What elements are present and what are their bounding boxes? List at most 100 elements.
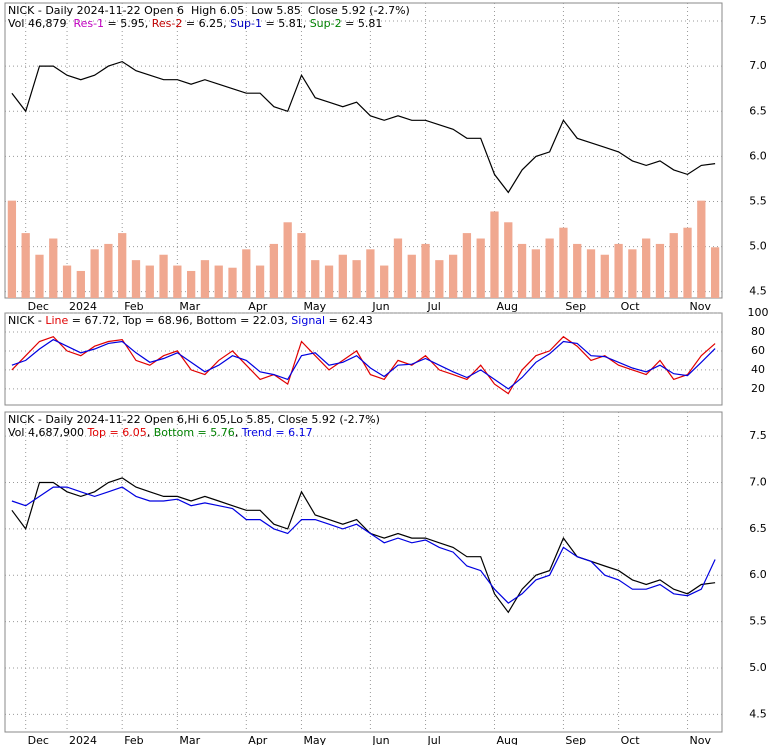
y-tick-label: 7.0 — [749, 475, 767, 488]
x-tick-label: Aug — [496, 300, 517, 313]
volume-bar — [338, 254, 347, 298]
header-segment: Bottom = 5.76 — [154, 426, 235, 439]
x-tick-label: Mar — [179, 300, 200, 313]
volume-bar — [600, 254, 609, 298]
header-segment: = 5.95, — [104, 17, 152, 30]
y-tick-label: 7.5 — [749, 429, 767, 442]
volume-bar — [21, 233, 30, 298]
volume-bar — [200, 260, 210, 298]
volume-bar — [448, 254, 458, 298]
x-tick-label: Jun — [371, 300, 389, 313]
volume-bar — [393, 238, 403, 298]
y-tick-label: 7.5 — [749, 14, 767, 27]
x-tick-label: Jul — [427, 734, 441, 745]
header-segment: = 5.81, — [262, 17, 310, 30]
volume-bar — [173, 265, 182, 298]
volume-bar — [545, 238, 554, 298]
x-tick-label: Apr — [248, 300, 268, 313]
y-tick-label: 80 — [751, 325, 765, 338]
x-tick-label: Mar — [179, 734, 200, 745]
header-segment: Vol 46,879 — [8, 17, 73, 30]
y-tick-label: 4.5 — [749, 707, 767, 720]
series-line — [11, 477, 716, 614]
header-segment: = 5.81 — [342, 17, 383, 30]
header-text: Vol 4,687,900 Top = 6.05, Bottom = 5.76,… — [8, 426, 313, 439]
y-tick-label: 5.5 — [749, 615, 767, 628]
header-segment: = 68.96, Bottom = 22.03, — [142, 314, 292, 327]
header-segment: Line — [45, 314, 68, 327]
y-tick-label: 40 — [751, 363, 765, 376]
volume-bar — [407, 254, 416, 298]
series-line — [11, 486, 716, 604]
volume-bar — [435, 260, 444, 298]
x-tick-label: May — [303, 734, 326, 745]
x-tick-label: Sep — [565, 300, 586, 313]
volume-bar — [559, 227, 568, 298]
volume-bar — [421, 243, 430, 298]
y-tick-label: 5.5 — [749, 194, 767, 207]
x-tick-label: May — [303, 300, 326, 313]
header-segment: , — [235, 426, 242, 439]
header-segment: Vol 4,687,900 — [8, 426, 87, 439]
y-tick-label: 5.0 — [749, 661, 767, 674]
header-segment: = 62.43 — [325, 314, 373, 327]
series-line — [11, 60, 716, 194]
y-tick-label: 60 — [751, 344, 765, 357]
header-segment: NICK - Daily 2024-11-22 Open 6,Hi 6.05,L… — [8, 413, 380, 426]
volume-bar — [90, 249, 99, 298]
volume-bar — [352, 260, 361, 298]
volume-bar — [531, 249, 540, 298]
volume-bar — [76, 270, 85, 298]
x-tick-label: Oct — [621, 734, 641, 745]
header-segment: Sup-2 — [310, 17, 342, 30]
volume-bar — [49, 238, 58, 298]
volume-bar — [380, 265, 389, 298]
header-text: NICK - Daily 2024-11-22 Open 6 High 6.05… — [8, 4, 410, 17]
panel-frame — [4, 411, 723, 733]
volume-bar — [683, 227, 692, 298]
volume-bar — [104, 243, 113, 298]
header-segment: Sup-1 — [230, 17, 262, 30]
x-tick-label: Dec — [28, 300, 49, 313]
volume-bar — [7, 200, 17, 298]
x-tick-label: Nov — [690, 300, 712, 313]
x-tick-label: Apr — [248, 734, 268, 745]
header-segment: NICK - Daily 2024-11-22 Open 6 High 6.05… — [8, 4, 410, 17]
panel-frame — [4, 312, 723, 406]
volume-bar — [255, 265, 265, 298]
volume-bar — [324, 265, 334, 298]
volume-bar — [642, 238, 651, 298]
series-line — [11, 335, 716, 395]
header-segment: Top — [122, 314, 142, 327]
y-tick-label: 4.5 — [749, 285, 767, 298]
volume-bar — [669, 233, 678, 298]
volume-bar — [145, 265, 154, 298]
header-segment: NICK - — [8, 314, 45, 327]
y-tick-label: 6.0 — [749, 149, 767, 162]
volume-bar — [214, 265, 223, 298]
volume-bar — [655, 243, 665, 298]
volume-bar — [697, 200, 706, 298]
header-segment: = 6.25, — [182, 17, 230, 30]
y-tick-label: 6.5 — [749, 104, 767, 117]
volume-bar — [311, 260, 320, 298]
header-text: NICK - Daily 2024-11-22 Open 6,Hi 6.05,L… — [8, 413, 380, 426]
header-segment: , — [147, 426, 154, 439]
volume-bar — [35, 254, 44, 298]
x-tick-label: Feb — [124, 300, 143, 313]
volume-bar — [628, 249, 637, 298]
y-tick-label: 20 — [751, 382, 765, 395]
header-segment: Top = 6.05 — [86, 426, 146, 439]
y-tick-label: 6.0 — [749, 568, 767, 581]
volume-bar — [242, 249, 251, 298]
volume-bar — [573, 243, 582, 298]
x-tick-label: Aug — [496, 734, 517, 745]
volume-bar — [366, 249, 375, 298]
volume-bar — [283, 222, 292, 298]
volume-bar — [118, 233, 127, 298]
volume-bar — [297, 233, 306, 298]
x-tick-label: Jul — [427, 300, 441, 313]
x-tick-label: 2024 — [69, 300, 97, 313]
x-tick-label: Jun — [371, 734, 389, 745]
